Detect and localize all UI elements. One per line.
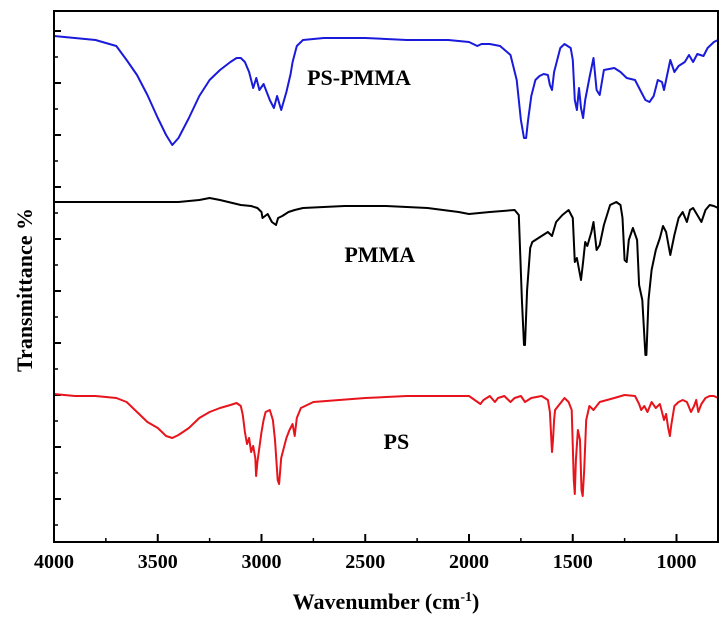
x-axis-title-sup: -1: [460, 590, 472, 605]
series-line-ps-pmma: [53, 35, 719, 146]
series-layer: [53, 35, 719, 497]
y-axis-title: Transmittance %: [12, 208, 37, 372]
x-tick-label: 2000: [449, 551, 489, 573]
x-tick-label: 4000: [34, 551, 74, 573]
x-tick-label: 2500: [345, 551, 385, 573]
series-line-pmma: [54, 197, 719, 356]
plot-frame: [53, 10, 719, 543]
series-label-ps: PS: [384, 429, 410, 454]
ticks-layer: [53, 30, 678, 542]
x-tick-label: 1000: [657, 551, 697, 573]
series-label-pmma: PMMA: [344, 242, 415, 267]
x-axis-title-close: ): [472, 589, 479, 614]
x-axis-title-main: Wavenumber (cm: [293, 589, 461, 614]
x-tick-label: 1500: [553, 551, 593, 573]
labels-layer: PS-PMMA PMMA PS: [307, 65, 415, 454]
x-tick-label: 3500: [138, 551, 178, 573]
x-tick-label: 3000: [242, 551, 282, 573]
series-line-ps: [53, 393, 719, 497]
series-label-ps-pmma: PS-PMMA: [307, 65, 411, 90]
x-tick-labels: 4000 3500 3000 2500 2000 1500 1000: [34, 551, 697, 573]
x-axis-title: Wavenumber (cm-1): [293, 589, 480, 614]
